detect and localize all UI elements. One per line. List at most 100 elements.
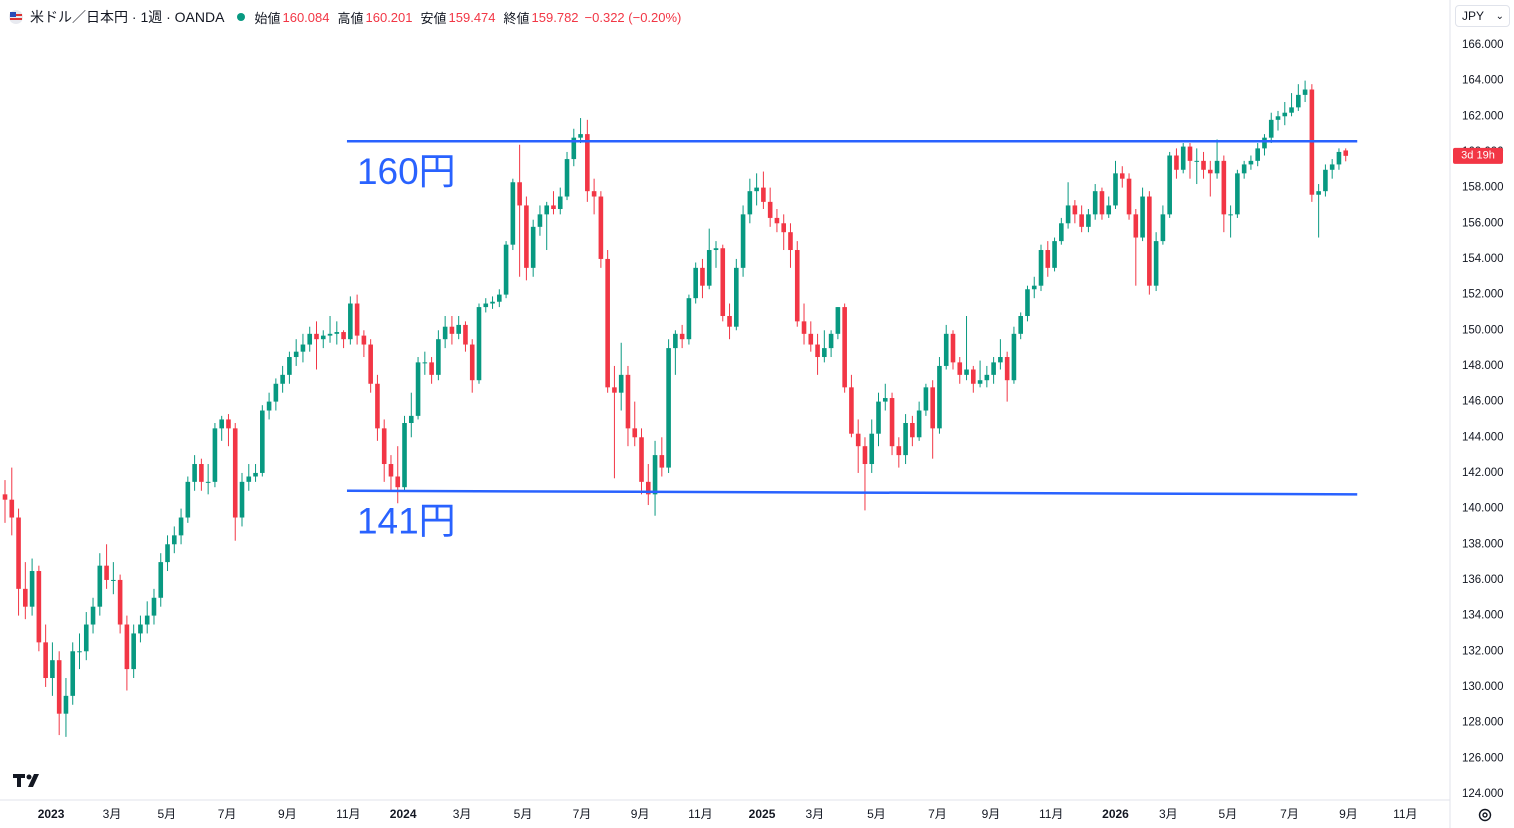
candle-body [63,695,69,714]
candle-body [1221,160,1227,215]
x-tick-label: 7月 [928,807,947,821]
candle-body [585,134,590,192]
symbol: 米ドル／日本円 · 1週 · OANDA [30,9,225,25]
candle-body [178,517,184,536]
countdown-badge [1453,147,1503,164]
candle-body [1025,289,1030,317]
candle-body [571,137,577,160]
x-tick-label: 2023 [38,807,65,821]
candle-body [632,428,638,438]
y-tick-label: 132.000 [1462,645,1504,657]
candle-body [591,191,597,197]
candle-body [422,362,428,364]
candle-body [645,481,651,495]
candle-body [950,333,956,363]
x-tick-label: 3月 [453,807,472,821]
candle-body [1241,164,1247,174]
candle-body [327,333,333,336]
candle-body [334,332,340,334]
candle-body [693,267,698,299]
candle-body [720,248,726,317]
candle-body [1140,196,1145,238]
change-value: −0.322 (−0.20%) [584,9,682,25]
chevron: ⌄ [1495,10,1504,22]
candle-body [226,419,231,429]
candle-body [537,214,543,227]
y-tick-label: 148.000 [1462,360,1504,372]
candle-body [104,565,109,580]
candle-body [822,348,827,358]
candle-body [9,499,15,518]
candle-body [1336,151,1342,165]
candle-body [1302,89,1308,95]
candle-body [266,401,272,411]
candle-body [510,182,516,245]
candle-body [1153,241,1159,286]
candle-body [910,423,915,438]
y-tick-label: 146.000 [1462,396,1504,408]
candle-body [497,294,502,302]
x-tick-label: 2025 [749,807,776,821]
candle-body [456,324,461,334]
candle-body [463,324,468,345]
candle-body [165,544,170,563]
open-value: 160.084 [282,9,330,25]
line-label: 160円 [357,151,456,192]
candle-body [83,624,89,652]
candle-body [666,348,671,468]
candle-body [815,344,820,358]
candle-body [199,464,204,482]
x-tick-label: 5月 [158,807,177,821]
candle-body [1092,191,1098,215]
candle-body [896,446,902,456]
candle-body [1147,196,1152,286]
candle-body [246,476,252,482]
candle-body [1214,160,1220,174]
candle-body [395,476,401,488]
candle-body [964,369,969,375]
candle-body [239,481,245,518]
candle-body [354,303,360,336]
candle-body [260,410,265,473]
candle-body [1268,119,1274,138]
candle-body [1119,173,1125,179]
candle-body [158,562,164,598]
candle-body [408,415,414,424]
candle-body [29,571,35,607]
y-tick-label: 164.000 [1462,75,1504,87]
candle-body [713,248,719,251]
candle-body [1248,160,1254,165]
x-tick-label: 2024 [390,807,417,821]
y-tick-label: 136.000 [1462,574,1504,586]
candle-body [212,428,218,482]
candle-body [734,267,739,327]
x-tick-label: 11月 [1039,807,1063,821]
high-label: 高値 [337,10,364,26]
candle-body [998,357,1003,363]
candle-body [943,333,949,366]
candle-body [307,333,313,345]
candle-body [761,187,766,202]
candle-body [1052,241,1057,268]
candle-body [679,333,685,340]
candle-body [436,339,441,375]
candle-body [530,226,536,268]
candle-body [1316,191,1321,195]
currency-select[interactable]: JPY ⌄ [1455,5,1510,27]
candle-body [287,357,292,375]
candle-body [23,588,28,607]
candle-body [842,307,847,388]
candle-body [314,333,319,340]
y-tick-label: 126.000 [1462,752,1504,764]
candle-body [971,369,976,384]
settings-icon[interactable] [1478,808,1492,822]
candle-body [90,606,96,625]
x-tick-label: 2026 [1102,807,1129,821]
candle-body [144,615,150,625]
candle-body [1106,205,1112,215]
candle-body [16,517,21,589]
x-tick-label: 11月 [1393,807,1417,821]
candle-body [659,455,665,468]
candle-body [111,579,116,581]
candle-body [232,428,238,518]
